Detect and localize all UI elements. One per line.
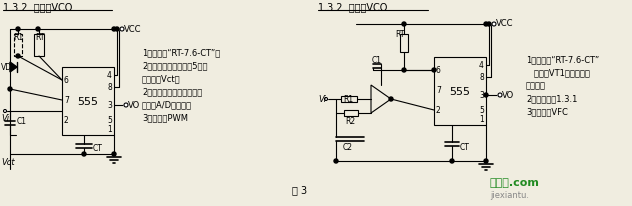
Text: 8: 8 xyxy=(107,83,112,92)
Text: RT: RT xyxy=(395,30,404,39)
Circle shape xyxy=(484,94,488,97)
Text: 2: 2 xyxy=(436,106,441,115)
Bar xyxy=(400,35,408,53)
Circle shape xyxy=(450,159,454,163)
Text: VD: VD xyxy=(1,63,12,72)
Text: 8: 8 xyxy=(479,73,484,82)
Text: 1）特点：“RT-7.6-CT”，: 1）特点：“RT-7.6-CT”， xyxy=(142,48,220,57)
Circle shape xyxy=(487,23,491,27)
Circle shape xyxy=(432,69,436,73)
Text: 555: 555 xyxy=(449,87,470,97)
Circle shape xyxy=(115,28,119,32)
Text: 接线图.com: 接线图.com xyxy=(490,177,540,187)
Text: VCC: VCC xyxy=(496,19,513,28)
Circle shape xyxy=(484,159,488,163)
Text: jiexiantu.: jiexiantu. xyxy=(490,190,529,199)
Text: 图 3: 图 3 xyxy=(293,184,308,194)
Text: 2）用途：脉宽调制、压频: 2）用途：脉宽调制、压频 xyxy=(142,87,202,96)
Text: 7: 7 xyxy=(436,86,441,95)
Polygon shape xyxy=(10,63,17,73)
Circle shape xyxy=(498,94,502,97)
Text: 5: 5 xyxy=(107,116,112,125)
Text: 3: 3 xyxy=(107,101,112,110)
Text: 1.3.2  单稳型VCO: 1.3.2 单稳型VCO xyxy=(318,2,387,12)
Circle shape xyxy=(324,98,327,101)
Text: 3）别名：PWM: 3）别名：PWM xyxy=(142,112,188,121)
Text: CT: CT xyxy=(93,143,103,152)
Text: VO: VO xyxy=(128,101,140,110)
Circle shape xyxy=(484,23,488,27)
Text: 2: 2 xyxy=(64,116,69,125)
Text: 7: 7 xyxy=(64,96,69,105)
Circle shape xyxy=(112,28,116,32)
Text: 1: 1 xyxy=(479,115,484,124)
Bar xyxy=(14,35,22,57)
Text: 2端输入被调制脉冲，5端加: 2端输入被调制脉冲，5端加 xyxy=(142,61,207,70)
Bar xyxy=(434,58,486,125)
Text: VO: VO xyxy=(502,91,514,100)
Text: 变化、A/D变换等。: 变化、A/D变换等。 xyxy=(142,99,192,109)
Text: 4: 4 xyxy=(107,71,112,80)
Circle shape xyxy=(82,152,86,156)
Text: C2: C2 xyxy=(343,142,353,151)
Circle shape xyxy=(16,28,20,32)
Text: 5: 5 xyxy=(479,106,484,115)
Circle shape xyxy=(402,23,406,27)
Text: 6: 6 xyxy=(436,66,441,75)
Circle shape xyxy=(402,69,406,73)
Circle shape xyxy=(112,152,116,156)
Text: RT: RT xyxy=(35,33,44,42)
Text: C1: C1 xyxy=(17,117,27,126)
Circle shape xyxy=(8,88,12,91)
Circle shape xyxy=(389,97,393,102)
Text: Vct: Vct xyxy=(1,157,15,166)
Text: 4: 4 xyxy=(479,61,484,70)
Text: 1.3.2  单稳型VCO: 1.3.2 单稳型VCO xyxy=(3,2,73,12)
Text: CT: CT xyxy=(460,142,470,151)
Circle shape xyxy=(4,110,6,113)
Text: 输入带VT1，运放等辅: 输入带VT1，运放等辅 xyxy=(526,68,590,77)
Text: Vi: Vi xyxy=(1,114,9,122)
Text: R1: R1 xyxy=(343,95,353,103)
Text: R2: R2 xyxy=(345,116,355,125)
Bar xyxy=(62,68,114,135)
Text: 3）别名：VFC: 3）别名：VFC xyxy=(526,107,568,115)
Bar xyxy=(344,110,358,116)
Text: 1: 1 xyxy=(107,125,112,134)
Text: 1）特点：“RT-7.6-CT”: 1）特点：“RT-7.6-CT” xyxy=(526,55,599,64)
Circle shape xyxy=(120,28,124,32)
Text: 3: 3 xyxy=(479,91,484,100)
Text: 555: 555 xyxy=(78,97,99,107)
Circle shape xyxy=(124,103,128,108)
Text: VCC: VCC xyxy=(124,24,142,33)
Bar xyxy=(34,35,44,57)
Bar xyxy=(341,97,357,103)
Circle shape xyxy=(492,23,496,27)
Circle shape xyxy=(334,159,338,163)
Text: C1: C1 xyxy=(372,56,382,65)
Text: 助器件。: 助器件。 xyxy=(526,81,546,90)
Text: R1: R1 xyxy=(13,33,23,42)
Text: 调制信号Vct。: 调制信号Vct。 xyxy=(142,74,181,83)
Circle shape xyxy=(16,55,20,59)
Text: Vi: Vi xyxy=(318,95,326,104)
Text: 2）用途：同1.3.1: 2）用途：同1.3.1 xyxy=(526,94,578,103)
Text: 6: 6 xyxy=(64,76,69,85)
Circle shape xyxy=(36,28,40,32)
